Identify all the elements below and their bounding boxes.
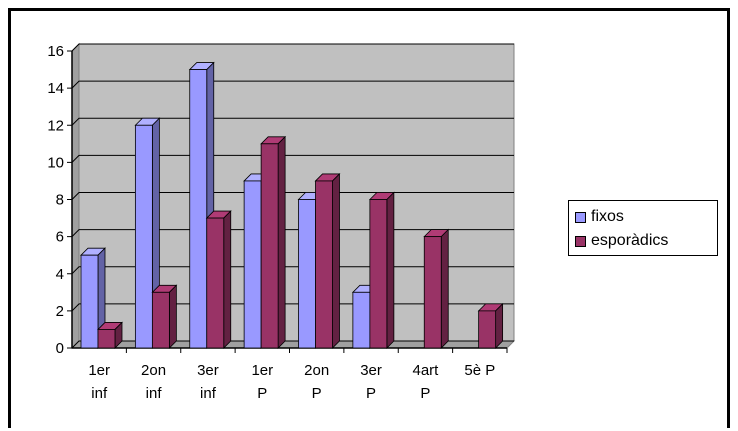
legend-label: fixos [591, 208, 624, 225]
x-tick-label: inf [146, 385, 163, 402]
x-tick-label: 1er [88, 362, 110, 379]
legend: fixos esporàdics [568, 200, 718, 256]
x-tick-label: 3er [360, 362, 382, 379]
x-tick-label: 3er [197, 362, 219, 379]
bar-front [315, 180, 333, 349]
y-tick-label: 10 [47, 154, 64, 171]
gridline [71, 117, 514, 126]
y-tick-label: 2 [56, 303, 64, 320]
bar-side [386, 191, 395, 349]
gridline [71, 80, 514, 89]
bar [423, 228, 450, 349]
legend-swatch [575, 211, 586, 223]
legend-item-series-2: esporàdics [575, 229, 711, 253]
x-tick-label: 1er [251, 362, 273, 379]
chart-frame [8, 8, 730, 428]
bar-side [168, 284, 177, 349]
bar-side [332, 172, 340, 349]
bar-front [243, 180, 262, 349]
bar-front [97, 329, 116, 349]
x-tick-label: 2on [141, 362, 166, 379]
gridline [71, 266, 514, 275]
bar-front [206, 217, 225, 349]
gridline [71, 229, 514, 237]
x-tick-label: P [366, 385, 376, 402]
bar-front [478, 310, 497, 349]
x-tick-label: inf [91, 385, 108, 402]
bar-front [134, 124, 153, 349]
bars [80, 61, 504, 349]
bar-front [80, 254, 99, 349]
y-tick-label: 0 [56, 340, 64, 357]
y-tick-label: 12 [47, 117, 64, 134]
y-axis: 0 2 4 6 8 10 12 14 16 [47, 43, 73, 357]
y-tick-label: 8 [56, 192, 64, 209]
x-tick-label: P [257, 385, 267, 402]
legend-swatch [575, 235, 586, 247]
legend-item-series-1: fixos [575, 205, 711, 229]
gridline [71, 154, 514, 163]
bar-front [352, 291, 371, 349]
bar [260, 135, 287, 349]
x-tick-label: 2on [304, 362, 329, 379]
bar [151, 284, 178, 349]
y-tick-label: 6 [56, 229, 64, 246]
bar-side [495, 302, 504, 349]
bar [80, 247, 106, 349]
bar-front [189, 69, 208, 349]
bar [97, 321, 123, 349]
bar-front [260, 143, 279, 349]
bar [314, 172, 341, 349]
x-tick-label: 5è P [464, 362, 495, 379]
x-tick-label: inf [200, 385, 217, 402]
gridline [71, 192, 514, 200]
bar-front [423, 236, 442, 349]
gridline [71, 43, 514, 52]
x-tick-label: 4art [413, 362, 440, 379]
bar [205, 210, 232, 349]
bar [477, 302, 504, 349]
bar-side [277, 135, 286, 349]
y-tick-label: 14 [47, 80, 64, 97]
y-tick-label: 4 [56, 266, 64, 283]
x-tick-label: P [312, 385, 322, 402]
bar-side [223, 210, 232, 349]
x-axis: 1er inf 2on inf 3er inf 1er P 2on P 3er P 4art P 5è P [72, 347, 508, 402]
bar-front [369, 199, 388, 349]
bar-front [151, 291, 170, 349]
bar [368, 191, 395, 349]
bar-side [440, 228, 449, 349]
legend-label: esporàdics [591, 232, 669, 249]
y-tick-label: 16 [47, 43, 64, 60]
bar-front [298, 199, 316, 349]
x-tick-label: P [420, 385, 430, 402]
